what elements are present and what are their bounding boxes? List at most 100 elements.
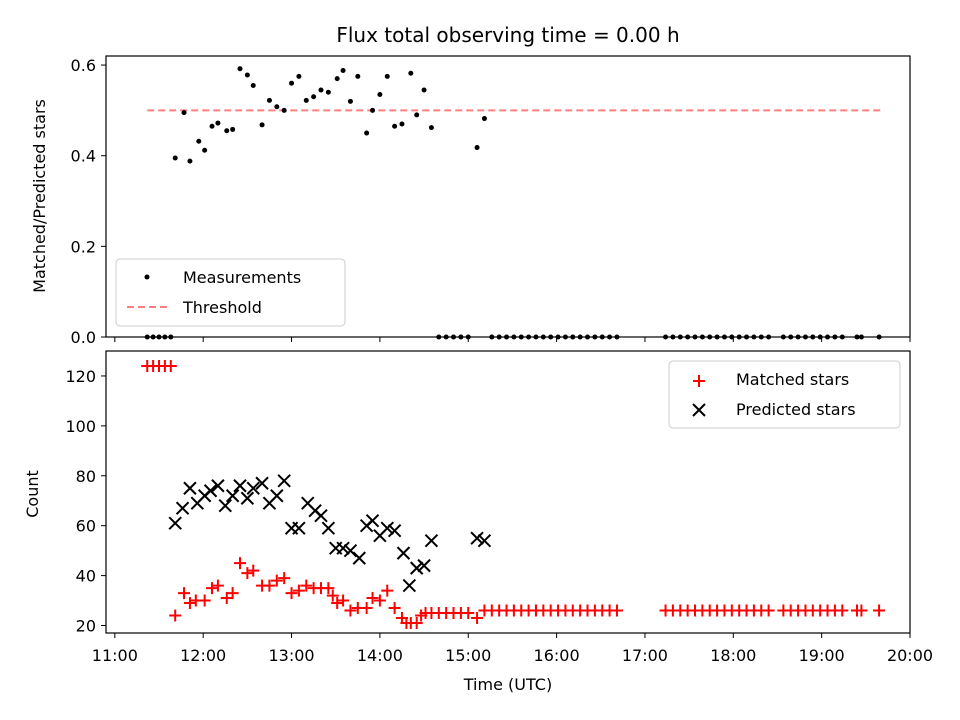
bottom-legend: Matched stars Predicted stars: [668, 360, 901, 429]
predicted-star-point: [270, 489, 284, 503]
predicted-star-point: [203, 484, 218, 498]
matched-star-point: [381, 584, 394, 597]
measurement-point: [311, 94, 317, 100]
x-tick-label: 11:00: [92, 646, 138, 665]
predicted-star-point: [387, 523, 402, 538]
bottom-y-tick-label: 40: [76, 567, 96, 586]
predicted-star-point: [424, 533, 439, 548]
bottom-y-tick-label: 100: [65, 417, 96, 436]
predicted-star-point: [352, 551, 366, 565]
x-tick-label: 20:00: [887, 646, 933, 665]
measurement-point: [244, 72, 250, 78]
x-tick-label: 14:00: [357, 646, 403, 665]
predicted-star-point: [218, 499, 232, 513]
measurement-point: [408, 70, 414, 76]
measurement-point: [289, 80, 295, 86]
matched-star-point: [471, 612, 484, 625]
predicted-star-point: [175, 501, 190, 515]
x-tick-label: 19:00: [799, 646, 845, 665]
x-tick-label: 18:00: [710, 646, 756, 665]
matched-star-point: [198, 594, 211, 607]
matched-star-point: [270, 574, 283, 587]
predicted-star-point: [321, 521, 336, 535]
top-legend-box: [115, 258, 346, 327]
top-y-axis-label: Matched/Predicted stars: [30, 99, 49, 293]
matched-star-point: [762, 604, 775, 617]
measurement-point: [318, 87, 324, 93]
predicted-star-point: [365, 513, 380, 528]
predicted-star-point: [292, 521, 306, 535]
matched-star-point: [211, 579, 224, 592]
x-axis-label: Time (UTC): [463, 675, 552, 694]
legend-matched-label: Matched stars: [736, 370, 849, 389]
x-tick-label: 16:00: [534, 646, 580, 665]
matched-star-point: [366, 592, 379, 605]
matched-star-point: [164, 359, 177, 372]
matched-star-point: [855, 604, 868, 617]
top-plot-frame: [105, 55, 911, 338]
matched-star-point: [873, 604, 886, 617]
matched-star-point: [169, 609, 182, 622]
matched-stars-points: [141, 359, 886, 630]
matched-star-point: [337, 594, 350, 607]
predicted-star-point: [240, 491, 255, 505]
bottom-y-tick-label: 80: [76, 467, 96, 486]
matched-star-point: [331, 597, 344, 610]
predicted-stars-points: [168, 474, 492, 593]
bottom-x-ticks: 11:00 12:00 13:00 14:00 15:00 16:00 17:00 18:00…: [92, 633, 933, 665]
bottom-y-tick-label: 20: [76, 617, 96, 636]
measurement-point: [303, 97, 309, 103]
x-tick-label: 13:00: [268, 646, 314, 665]
measurement-point: [340, 68, 346, 74]
bottom-legend-box: [668, 360, 901, 429]
matched-star-point: [285, 587, 298, 600]
predicted-star-point: [211, 479, 225, 493]
predicted-star-point: [233, 479, 247, 493]
measurement-point: [230, 126, 236, 132]
predicted-star-point: [168, 516, 182, 530]
matched-star-point: [410, 617, 423, 630]
measurement-point: [347, 98, 353, 104]
measurement-point: [266, 97, 272, 103]
measurement-point: [370, 107, 376, 113]
measurement-point: [355, 73, 361, 79]
measurement-point: [172, 155, 178, 161]
measurement-point: [474, 145, 480, 151]
predicted-star-point: [477, 533, 492, 548]
measurement-point: [187, 158, 193, 164]
legend-measurements-label: Measurements: [183, 268, 301, 287]
measurement-point: [274, 104, 280, 110]
bottom-subplot: Count Time (UTC) 20 40 60 80 100 120 11:00 12:…: [23, 350, 933, 694]
bottom-y-axis-label: Count: [23, 470, 42, 518]
measurement-point: [334, 76, 340, 82]
x-tick-label: 12:00: [180, 646, 226, 665]
top-y-tick-label: 0.2: [71, 237, 96, 256]
top-y-tick-label: 0.0: [71, 328, 96, 347]
measurement-point: [392, 123, 398, 129]
matched-star-point: [206, 582, 219, 595]
top-legend: Measurements Threshold: [115, 258, 346, 327]
matched-star-point: [322, 582, 335, 595]
predicted-star-point: [470, 531, 484, 545]
legend-threshold-label: Threshold: [182, 298, 262, 317]
matched-star-point: [292, 584, 305, 597]
matched-star-point: [610, 604, 623, 617]
matched-star-point: [373, 594, 386, 607]
matched-star-point: [247, 564, 260, 577]
matched-star-point: [836, 604, 849, 617]
matched-star-point: [241, 567, 254, 580]
bottom-y-tick-label: 60: [76, 517, 96, 536]
top-subplot: Matched/Predicted stars 0.0 0.2 0.4 0.6 Mea…: [30, 55, 911, 347]
matched-star-point: [178, 587, 191, 600]
top-y-ticks: 0.0 0.2 0.4 0.6: [71, 56, 106, 347]
legend-predicted-label: Predicted stars: [736, 400, 856, 419]
matched-star-point: [462, 607, 475, 620]
matched-star-point: [234, 557, 246, 570]
measurement-point: [481, 116, 487, 122]
predicted-star-point: [277, 474, 291, 488]
matched-star-point: [278, 572, 291, 585]
predicted-star-point: [417, 558, 431, 573]
measurement-point: [202, 147, 208, 153]
predicted-star-point: [255, 476, 269, 490]
